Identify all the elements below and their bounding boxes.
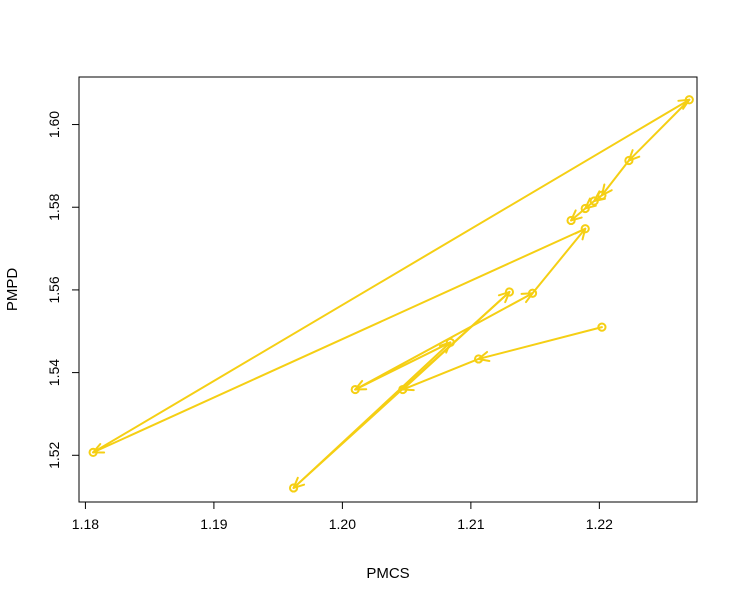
data-point [589, 196, 599, 206]
arrow-shaft [401, 357, 480, 391]
arrow-shaft [354, 292, 534, 391]
x-tick-label: 1.18 [72, 516, 99, 532]
arrow-shaft [477, 326, 603, 360]
data-point [527, 288, 538, 298]
data-point [597, 322, 607, 332]
data-point [566, 215, 576, 226]
data-point [445, 337, 455, 348]
x-axis-title: PMCS [366, 565, 409, 582]
data-point [504, 287, 515, 297]
data-point [624, 155, 634, 166]
y-axis: 1.52 1.54 1.56 1.58 1.60 [46, 111, 79, 469]
x-tick-label: 1.20 [329, 516, 356, 532]
data-point [350, 384, 360, 395]
x-tick-label: 1.19 [200, 516, 227, 532]
data-point [580, 224, 590, 234]
data-point [580, 203, 590, 214]
y-tick-label: 1.60 [46, 111, 62, 138]
y-axis-title: PMPD [4, 268, 21, 312]
data-point [597, 190, 607, 200]
arrow-shaft [627, 98, 691, 162]
arrow-shaft [531, 227, 587, 295]
data-point [398, 384, 408, 395]
data-point [88, 447, 98, 457]
x-tick-label: 1.21 [457, 516, 484, 532]
arrow-shaft [92, 227, 587, 454]
x-axis: 1.18 1.19 1.20 1.21 1.22 [72, 502, 613, 532]
data-point [684, 95, 694, 105]
series-layer [88, 95, 694, 493]
y-tick-label: 1.56 [46, 276, 62, 303]
y-tick-label: 1.54 [46, 359, 62, 386]
arrow-shaft [292, 341, 452, 489]
arrow-shaft [92, 98, 691, 454]
data-point [288, 483, 299, 493]
arrow-head [570, 209, 583, 222]
data-point [473, 354, 484, 364]
y-tick-label: 1.58 [46, 193, 62, 220]
arrow-shaft [600, 159, 630, 197]
y-tick-label: 1.52 [46, 441, 62, 468]
x-tick-label: 1.22 [586, 516, 613, 532]
